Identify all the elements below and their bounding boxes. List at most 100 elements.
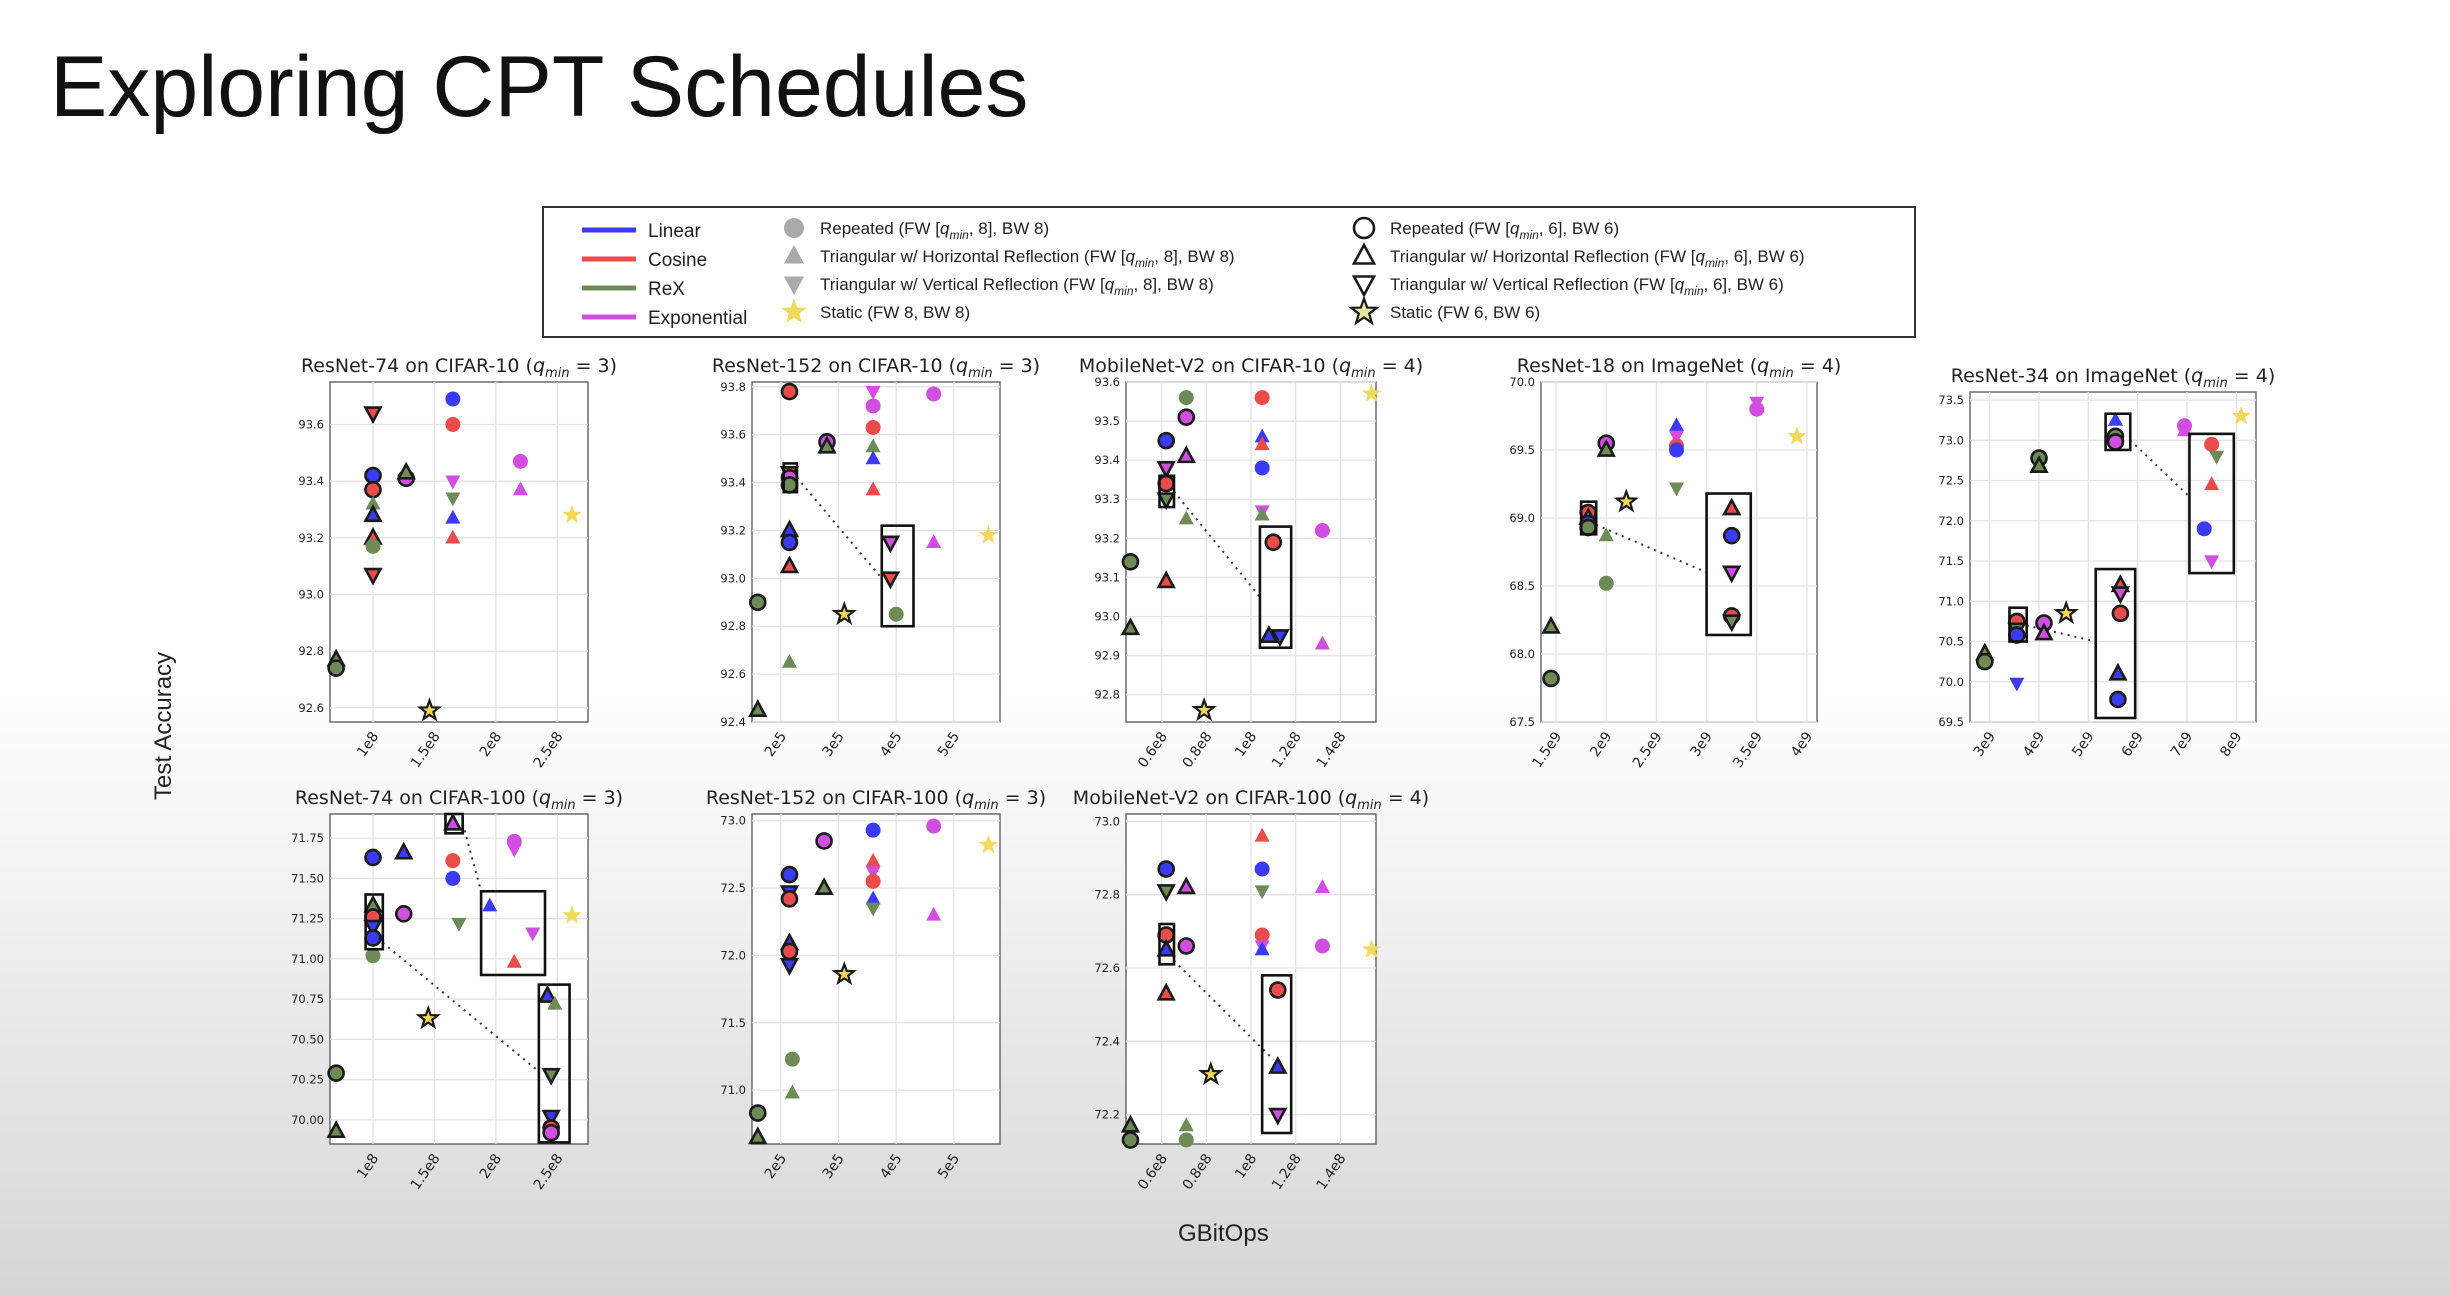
x-tick-label: 7e9 [2168, 729, 2196, 760]
data-point [1198, 1060, 1224, 1086]
data-point [445, 492, 461, 507]
data-point [780, 865, 799, 884]
data-point [445, 475, 461, 490]
data-point [815, 832, 833, 850]
chart-panel-7: 2e5 3e5 4e5 5e5 71.0 71.5 72.0 72.5 73.0ResNet-1… [706, 787, 1046, 1182]
y-tick-label: 71.00 [291, 952, 324, 966]
y-tick-label: 72.4 [1094, 1034, 1120, 1048]
data-point [780, 942, 799, 961]
y-tick-label: 72.0 [720, 948, 746, 962]
slide-title: Exploring CPT Schedules [50, 39, 1029, 135]
highlight-box [1579, 500, 1598, 536]
y-tick-label: 93.0 [298, 588, 324, 602]
y-tick-label: 92.6 [720, 667, 746, 681]
x-tick-label: 2e5 [762, 729, 790, 760]
data-point [831, 600, 858, 626]
y-tick-label: 72.8 [1094, 888, 1120, 902]
legend-marker-6bit [1351, 242, 1377, 265]
x-tick-label: 2.5e9 [1630, 729, 1666, 771]
y-tick-label: 93.2 [298, 531, 324, 545]
data-point [1156, 570, 1176, 589]
x-tick-label: 0.6e8 [1135, 729, 1171, 771]
highlight-box [2188, 432, 2236, 575]
legend-marker-label: Triangular w/ Vertical Reflection (FW [q… [1390, 275, 1784, 298]
chart-title: ResNet-74 on CIFAR-10 (qmin = 3) [301, 355, 617, 381]
x-tick-label: 1.5e8 [408, 1151, 444, 1193]
y-tick-label: 93.0 [720, 571, 746, 585]
data-point [978, 834, 999, 854]
data-point [781, 653, 797, 668]
x-tick-label: 0.8e8 [1180, 1151, 1216, 1193]
highlight-box [2104, 412, 2132, 452]
data-point [416, 697, 443, 722]
data-point [865, 398, 881, 414]
data-point [537, 984, 558, 1003]
data-point [364, 480, 382, 499]
x-tick-label: 2.5e8 [531, 729, 567, 771]
y-tick-label: 70.50 [291, 1032, 324, 1046]
data-point [865, 438, 881, 453]
data-point [748, 1104, 767, 1122]
data-point [2108, 662, 2128, 681]
legend-marker-label: Triangular w/ Vertical Reflection (FW [q… [820, 275, 1214, 298]
connector-dotted [2026, 624, 2096, 643]
chart-panel-4: 1.5e9 2e9 2.5e9 3e9 3.5e9 4e9 67.5 68.0 68.5 69.0… [1509, 355, 1841, 771]
y-tick-label: 70.0 [1509, 375, 1535, 389]
data-point [1268, 1056, 1288, 1074]
data-point [1613, 488, 1639, 513]
data-point [2009, 677, 2025, 692]
data-point [1314, 938, 1330, 954]
data-point [780, 382, 799, 401]
data-point [547, 995, 563, 1010]
y-tick-label: 72.0 [1938, 514, 1964, 528]
x-tick-label: 5e5 [935, 1151, 963, 1182]
data-point [562, 905, 582, 924]
data-point [865, 890, 881, 905]
data-point [748, 699, 768, 717]
data-point [865, 385, 881, 400]
x-tick-label: 3e9 [1688, 729, 1716, 760]
x-tick-label: 1.2e8 [1269, 729, 1305, 771]
x-tick-label: 1.4e8 [1314, 1151, 1350, 1193]
data-point [817, 435, 837, 454]
y-tick-label: 93.2 [720, 523, 746, 537]
data-point [396, 461, 416, 480]
data-point [1361, 939, 1382, 958]
legend-marker-label: Triangular w/ Horizontal Reflection (FW … [1390, 247, 1805, 270]
data-point [365, 495, 381, 510]
data-point [779, 555, 800, 574]
data-point [926, 386, 942, 402]
y-tick-label: 93.4 [1094, 453, 1120, 467]
data-point [784, 1051, 800, 1067]
legend-marker-8bit [781, 298, 807, 323]
legend-schedule-label: Exponential [648, 308, 747, 329]
data-point [926, 534, 942, 549]
data-point [1668, 442, 1684, 458]
x-tick-label: 5e5 [935, 729, 963, 760]
data-point [415, 1004, 442, 1030]
data-point [1177, 937, 1196, 955]
data-point [865, 481, 881, 496]
data-point [1787, 426, 1807, 445]
legend-schedule-label: Cosine [648, 250, 707, 271]
x-tick-label: 5e9 [2069, 729, 2097, 760]
data-point [1254, 885, 1270, 900]
data-point [1722, 497, 1742, 516]
legend-marker-label: Triangular w/ Horizontal Reflection (FW … [820, 247, 1235, 270]
data-point [780, 890, 799, 908]
data-point [1254, 927, 1270, 943]
connector-dotted [461, 823, 483, 892]
data-point [1156, 884, 1176, 902]
y-tick-label: 93.6 [720, 428, 746, 442]
data-point [327, 659, 345, 677]
x-tick-label: 8e9 [2217, 729, 2245, 760]
data-point [365, 948, 381, 964]
highlight-box [537, 983, 571, 1144]
data-point [2231, 406, 2251, 425]
data-point [1314, 523, 1330, 539]
data-point [525, 927, 541, 942]
data-point [1157, 431, 1175, 450]
legend-marker-label: Static (FW 8, BW 8) [820, 303, 970, 322]
y-tick-label: 92.8 [1094, 688, 1120, 702]
y-tick-label: 72.2 [1094, 1108, 1120, 1122]
